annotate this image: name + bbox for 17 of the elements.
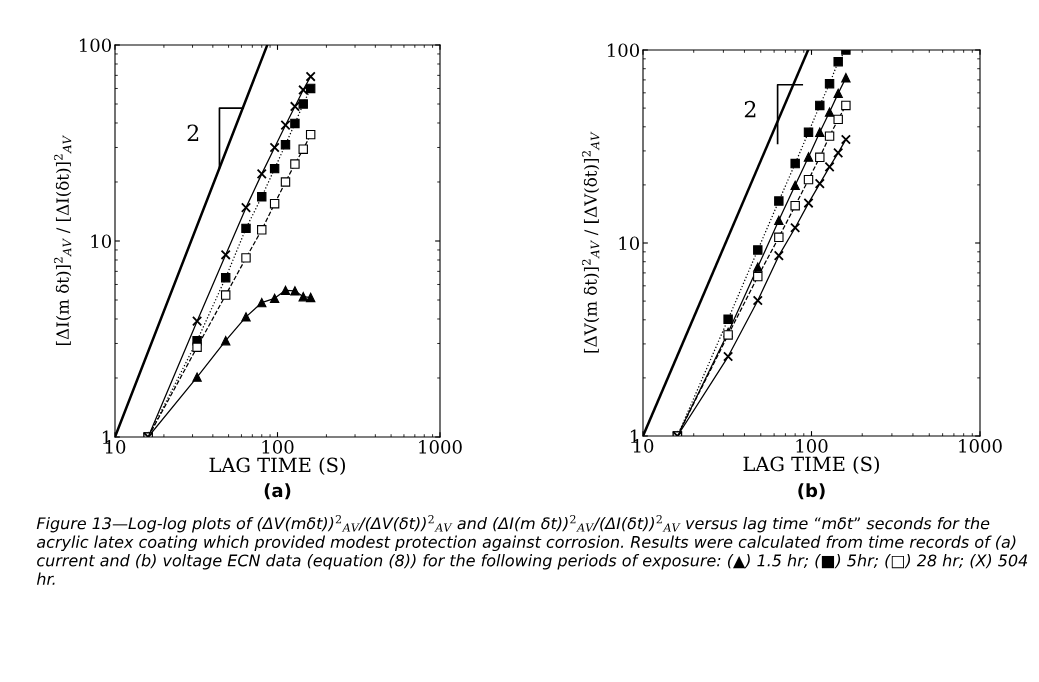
x-axis-title: LAG TIME (S)	[209, 457, 346, 476]
text: (a)	[264, 483, 291, 500]
y-tick-label: 10	[619, 236, 640, 251]
annotation: 2	[744, 100, 756, 118]
x-tick-label: 100	[796, 439, 828, 453]
x-tick-label: 100	[262, 440, 294, 454]
annotation: 2	[187, 124, 199, 141]
x-tick-label: 1000	[419, 440, 462, 454]
y-axis-title: [ΔI(m δt)]$^{2}$$_{AV}$ / [ΔI(δt)]$^{2}$$_{AV}$	[53, 135, 72, 346]
text: Figure 13—Log-log plots of (ΔV(mδt))$^{2}$$_{AV}$/(ΔV(δt))$^{2}$$_{AV}$ and (ΔI(m δt))$^{2}$$_{AV}$/(ΔI(δt))$^{2}$$_{AV}$ versus lag time “mδt” seconds for the acrylic latex coating which provided modest protection against corrosion. Results were calculated from time records of (a) current and (b) voltage ECN data (equation (8)) for the following periods of exposure: (▲) 1.5 hr; (■) 5hr; (□) 28 hr; (X) 504 hr.	[36, 515, 1028, 585]
y-tick-label: 10	[91, 234, 112, 249]
y-axis-title: [ΔV(m δt)]$^{2}$$_{AV}$ / [ΔV(δt)]$^{2}$$_{AV}$	[581, 131, 600, 353]
x-axis-title: LAG TIME (S)	[743, 456, 880, 475]
x-tick-label: 1000	[959, 439, 1002, 453]
y-tick-label: 100	[607, 43, 640, 58]
text: (b)	[798, 483, 825, 500]
y-tick-label: 100	[79, 38, 112, 53]
